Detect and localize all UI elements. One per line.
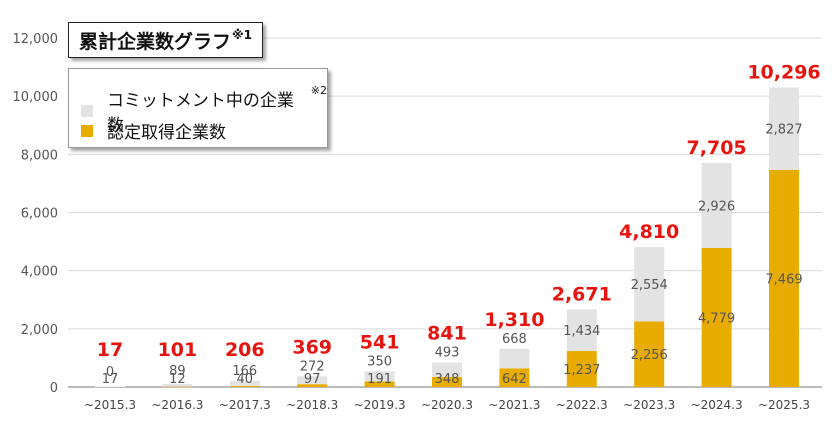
bar-certified	[566, 351, 597, 387]
total-label: 10,296	[747, 62, 820, 84]
total-label: 101	[158, 339, 198, 361]
y-tick-label: 0	[50, 381, 58, 396]
bar-certified	[364, 381, 395, 387]
data-label-commitment: 668	[502, 332, 527, 347]
data-label-certified: 1,237	[563, 363, 600, 378]
data-label-certified: 40	[237, 372, 254, 387]
data-label-certified: 7,469	[765, 272, 802, 287]
x-tick-label: ~2016.3	[151, 398, 203, 412]
data-label-certified: 97	[304, 372, 321, 387]
x-tick-label: ~2019.3	[354, 398, 406, 412]
total-label: 4,810	[619, 221, 679, 243]
y-tick-label: 12,000	[13, 32, 59, 47]
data-label-commitment: 2,554	[631, 278, 668, 293]
y-tick-label: 8,000	[21, 148, 58, 163]
bar-commitment	[701, 162, 732, 249]
data-label-certified: 4,779	[698, 312, 735, 327]
legend-label-certified: 認定取得企業数	[107, 123, 226, 143]
bar-certified	[769, 169, 799, 387]
total-label: 841	[427, 323, 467, 345]
x-tick-label: ~2018.3	[286, 398, 338, 412]
x-tick-label: ~2024.3	[691, 398, 743, 412]
data-label-commitment: 2,926	[698, 199, 735, 214]
y-tick-label: 10,000	[13, 90, 59, 105]
bar-certified	[229, 385, 260, 387]
data-label-certified: 348	[435, 372, 460, 387]
legend-item-certified: 認定取得企業数	[81, 118, 226, 143]
y-tick-label: 2,000	[21, 323, 58, 338]
legend-swatch-commitment	[81, 105, 93, 117]
total-label: 17	[97, 339, 123, 361]
bar-certified	[432, 376, 462, 387]
data-label-certified: 191	[367, 372, 392, 387]
x-tick-label: ~2021.3	[488, 398, 540, 412]
bar-certified	[499, 368, 530, 387]
total-label: 1,310	[484, 309, 544, 331]
bar-commitment	[229, 381, 260, 386]
legend: コミットメント中の企業数 ※2 認定取得企業数	[68, 68, 328, 148]
legend-label-commitment: コミットメント中の企業数	[106, 91, 294, 136]
bar-commitment	[769, 87, 799, 170]
x-tick-label: ~2025.3	[758, 398, 810, 412]
x-tick-label: ~2023.3	[623, 398, 675, 412]
bar-commitment	[566, 309, 597, 352]
data-label-commitment: 1,434	[563, 324, 600, 339]
total-label: 2,671	[552, 283, 612, 305]
bar-commitment	[95, 386, 125, 388]
bar-certified	[701, 248, 732, 387]
bar-commitment	[162, 384, 193, 387]
data-label-certified: 12	[169, 372, 186, 387]
bar-certified	[162, 386, 193, 388]
bar-commitment	[297, 376, 328, 385]
x-tick-label: ~2017.3	[219, 398, 271, 412]
data-label-commitment: 89	[169, 364, 186, 379]
total-label: 369	[292, 336, 332, 358]
legend-note-commitment: ※2	[310, 84, 327, 97]
bar-certified	[634, 321, 665, 387]
data-label-commitment: 166	[232, 364, 257, 379]
data-label-commitment: 350	[367, 354, 392, 369]
x-tick-label: ~2022.3	[556, 398, 608, 412]
data-label-commitment: 0	[106, 365, 114, 380]
legend-swatch-certified	[81, 124, 93, 137]
data-label-commitment: 272	[300, 359, 325, 374]
chart-title: 累計企業数グラフ	[79, 30, 232, 53]
x-tick-label: ~2015.3	[84, 398, 136, 412]
bar-commitment	[364, 371, 395, 382]
total-label: 7,705	[687, 137, 747, 159]
data-label-certified: 2,256	[631, 348, 668, 363]
y-tick-label: 4,000	[21, 265, 58, 280]
bar-commitment	[499, 348, 530, 369]
data-label-commitment: 493	[435, 346, 460, 361]
bar-commitment	[634, 247, 665, 322]
total-label: 541	[360, 331, 400, 353]
x-tick-label: ~2020.3	[421, 398, 473, 412]
chart-title-note: ※1	[232, 28, 253, 42]
data-label-certified: 17	[102, 372, 119, 387]
total-label: 206	[225, 339, 265, 361]
y-tick-label: 6,000	[21, 207, 58, 222]
data-label-commitment: 2,827	[765, 123, 802, 138]
bar-certified	[297, 384, 328, 387]
bar-commitment	[432, 362, 462, 377]
chart-title-box: 累計企業数グラフ ※1	[68, 22, 264, 58]
legend-item-commitment: コミットメント中の企業数 ※2	[81, 84, 327, 136]
data-label-certified: 642	[502, 372, 527, 387]
